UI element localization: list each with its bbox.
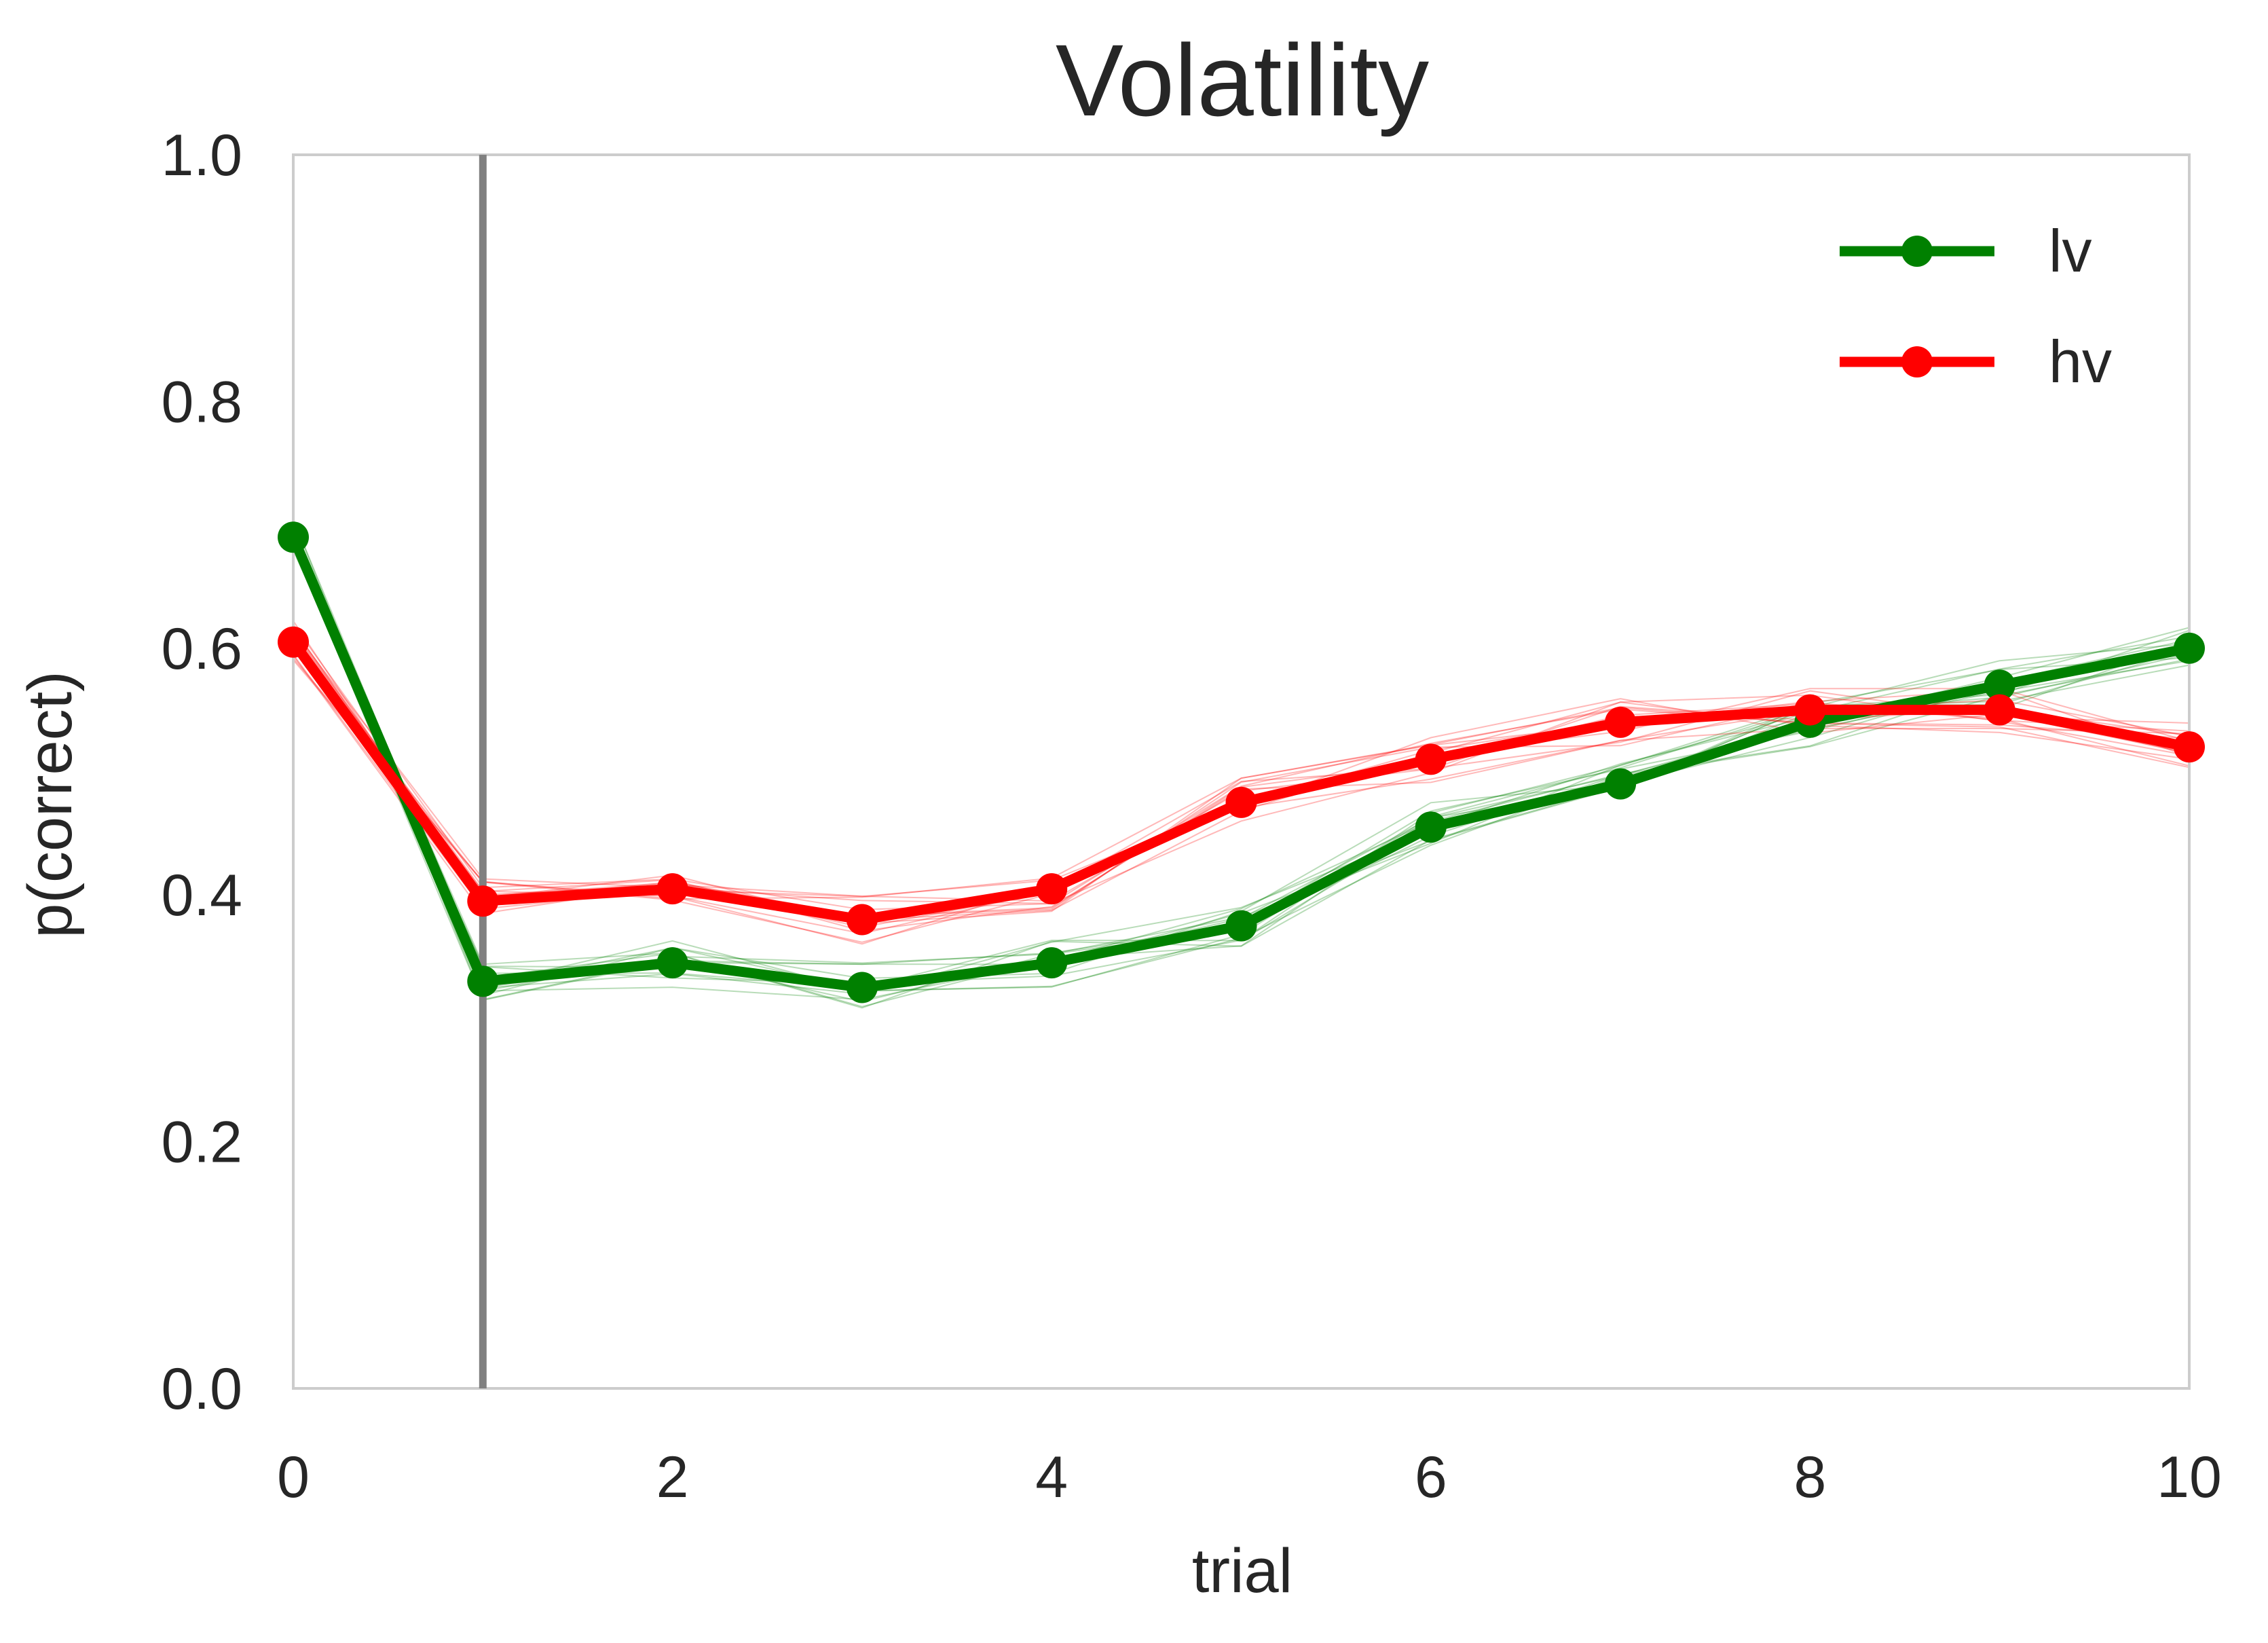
data-point-lv [1984, 669, 2015, 701]
data-point-hv [1794, 694, 1826, 726]
legend-label-hv: hv [2049, 328, 2112, 395]
data-point-lv [656, 947, 688, 979]
bootstrap-line-hv [293, 637, 2190, 925]
legend: lv hv [1840, 217, 2112, 395]
data-point-lv [1605, 768, 1637, 800]
plot-frame [292, 153, 2191, 1390]
chart-title: Volatility [1056, 23, 1429, 137]
x-tick-label: 2 [656, 1445, 689, 1510]
data-point-hv [1036, 873, 1068, 905]
bootstrap-line-hv [293, 624, 2190, 910]
data-point-lv [846, 972, 878, 1003]
data-point-hv [1605, 706, 1637, 738]
x-tick-label: 8 [1793, 1445, 1826, 1510]
bootstrap-line-lv [293, 519, 2190, 1009]
data-point-hv [1984, 694, 2015, 726]
data-point-lv [1225, 910, 1257, 942]
data-point-hv [1225, 786, 1257, 818]
data-point-hv [846, 904, 878, 936]
data-point-lv [467, 965, 499, 997]
data-point-hv [1415, 743, 1447, 775]
x-tick-label: 6 [1415, 1445, 1447, 1510]
x-tick-label: 10 [2157, 1445, 2222, 1510]
data-point-hv [2174, 731, 2205, 763]
x-tick-label: 4 [1035, 1445, 1068, 1510]
data-point-hv [467, 885, 499, 917]
bootstrap-line-lv [293, 540, 2190, 997]
series-lines [278, 521, 2205, 1003]
y-tick-label: 0.2 [161, 1110, 242, 1175]
data-point-hv [278, 626, 309, 658]
y-axis-label: p(correct) [16, 671, 85, 938]
data-point-lv [278, 521, 309, 553]
y-tick-label: 0.4 [161, 863, 242, 928]
data-point-hv [656, 873, 688, 905]
y-tick-label: 0.0 [161, 1356, 242, 1422]
legend-label-lv: lv [2049, 217, 2092, 284]
bootstrap-line-hv [293, 630, 2190, 904]
legend-marker-lv [1901, 236, 1933, 267]
x-tick-label: 0 [277, 1445, 310, 1510]
data-point-lv [1415, 811, 1447, 843]
y-tick-label: 0.6 [161, 616, 242, 682]
data-point-lv [2174, 632, 2205, 664]
x-axis-label: trial [1192, 1536, 1293, 1606]
y-tick-label: 0.8 [161, 369, 242, 435]
data-point-lv [1036, 947, 1068, 979]
y-tick-label: 1.0 [161, 123, 242, 188]
legend-marker-hv [1901, 346, 1933, 377]
axes: 0 2 4 6 8 10 0.0 0.2 0.4 0.6 0.8 1.0 [161, 123, 2221, 1510]
